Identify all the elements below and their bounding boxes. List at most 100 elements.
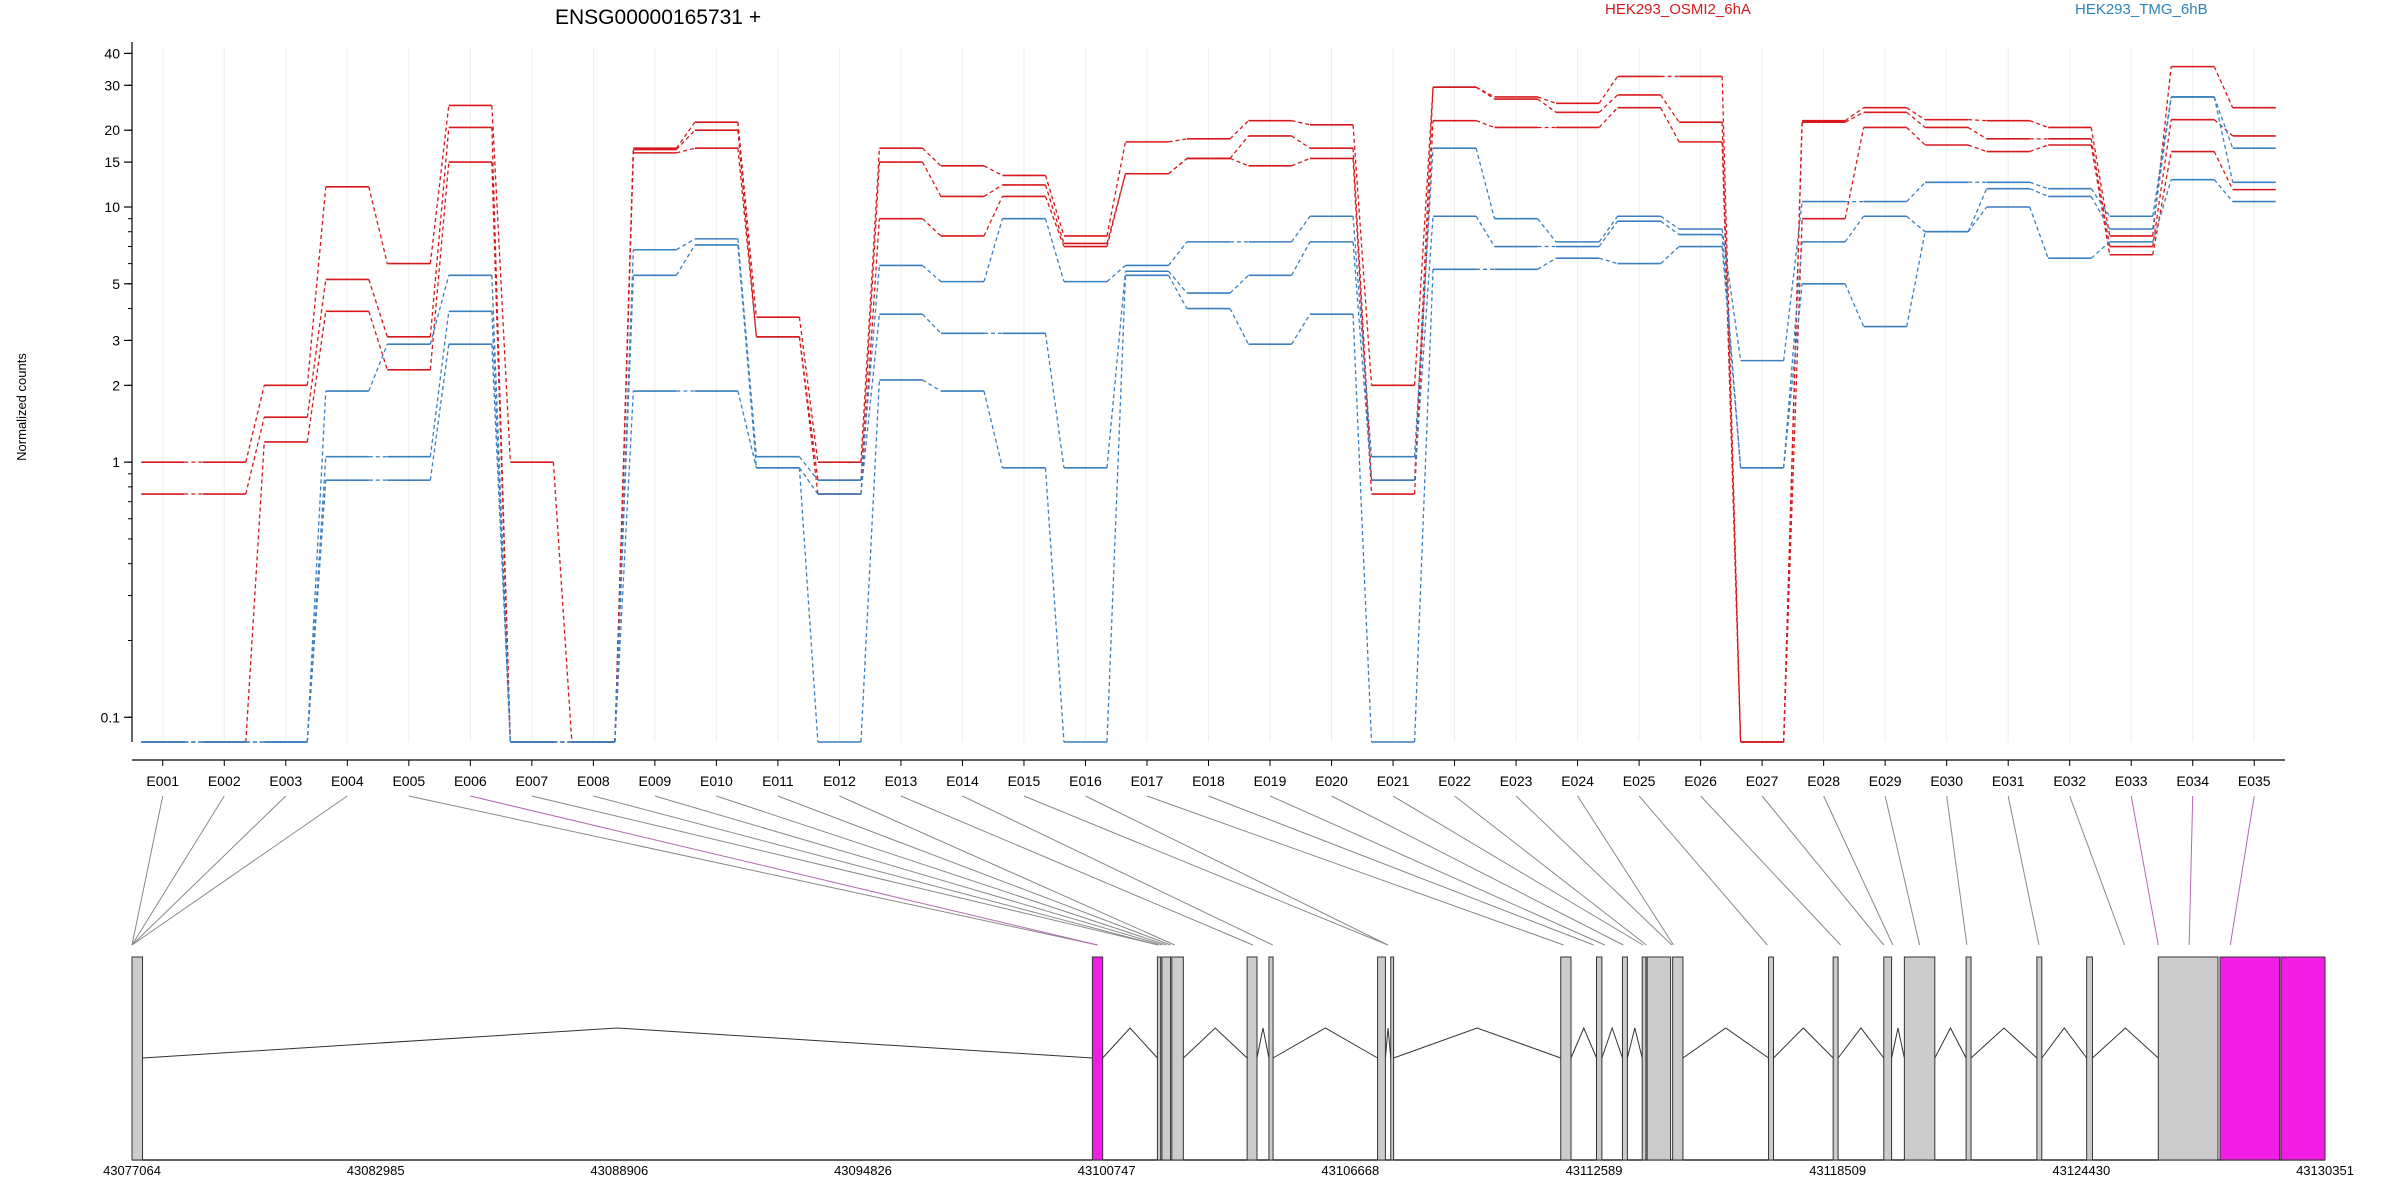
connector-E011 — [798, 456, 819, 481]
exon-box — [1621, 956, 1628, 1161]
connector-E013 — [922, 218, 942, 237]
exon-link-E012 — [839, 795, 1175, 946]
exon-link-E027 — [1761, 795, 1885, 946]
connector-E023 — [1537, 96, 1557, 104]
connector-E031 — [2029, 181, 2049, 190]
genome-tick-label: 43094826 — [834, 1163, 892, 1178]
connector-E029 — [1906, 127, 1926, 146]
connector-E015 — [1044, 333, 1065, 468]
exon-box — [1883, 956, 1893, 1161]
connector-E014 — [983, 165, 1003, 176]
intron — [1272, 1027, 1378, 1059]
connector-E028 — [1844, 111, 1864, 123]
connector-E025 — [1660, 215, 1680, 230]
connector-E028 — [1844, 283, 1865, 327]
connector-E005 — [429, 105, 450, 264]
connector-E025 — [1660, 94, 1680, 123]
connector-E004 — [368, 311, 388, 371]
exon-box — [2036, 956, 2043, 1161]
connector-E031 — [2029, 188, 2049, 198]
intron — [142, 1027, 1093, 1059]
connector-E029 — [1906, 111, 1926, 128]
connector-E032 — [2090, 144, 2111, 255]
connector-E026 — [1721, 228, 1742, 361]
x-tick-label-E024: E024 — [1561, 773, 1594, 789]
connector-E027 — [1783, 122, 1803, 743]
connector-E026 — [1721, 141, 1742, 743]
connector-E015 — [1044, 184, 1065, 244]
connector-E022 — [1475, 120, 1495, 129]
connector-E005 — [429, 311, 450, 457]
connector-E023 — [1537, 98, 1557, 113]
exon-box — [1903, 956, 1936, 1161]
x-tick-label-E007: E007 — [515, 773, 548, 789]
x-tick-label-E027: E027 — [1746, 773, 1779, 789]
connector-E010 — [737, 390, 758, 468]
connector-E002 — [245, 441, 265, 743]
intron — [1256, 1027, 1270, 1059]
exon-link-E024 — [1577, 795, 1674, 946]
connector-E018 — [1229, 157, 1249, 167]
connector-E012 — [860, 379, 881, 743]
exon-link-E034 — [2188, 795, 2194, 946]
exon-box — [1560, 956, 1572, 1161]
connector-E026 — [1721, 76, 1742, 743]
connector-E027 — [1783, 241, 1803, 468]
connector-E006 — [491, 162, 511, 743]
genome-tick-label: 43077064 — [103, 1163, 161, 1178]
exon-link-E022 — [1454, 795, 1647, 946]
connector-E032 — [2090, 196, 2111, 230]
x-tick-label-E025: E025 — [1623, 773, 1656, 789]
intron — [1934, 1026, 1967, 1059]
x-tick-label-E001: E001 — [146, 773, 179, 789]
genome-tick-label: 43112589 — [1566, 1163, 1623, 1178]
connector-E033 — [2152, 96, 2172, 230]
exon-box — [2280, 956, 2326, 1161]
connector-E022 — [1475, 215, 1496, 247]
exon-link-E032 — [2069, 795, 2126, 946]
exon-link-E014 — [962, 795, 1273, 946]
connector-E002 — [245, 385, 265, 463]
x-tick-label-E026: E026 — [1684, 773, 1717, 789]
x-tick-label-E018: E018 — [1192, 773, 1225, 789]
y-tick-label: 20 — [104, 122, 120, 138]
exon-link-E008 — [593, 795, 1159, 946]
intron — [1773, 1027, 1834, 1059]
exon-box — [2219, 956, 2281, 1161]
exon-box — [1965, 956, 1972, 1161]
connector-E029 — [1906, 231, 1926, 327]
intron — [2041, 1027, 2088, 1059]
axes: 0.1 1 2 3 5 10 15 20 30 40 E001 E002 E003 E004 E005 E00… — [101, 42, 2285, 789]
intron — [2092, 1027, 2159, 1059]
exon-link-E011 — [777, 795, 1171, 946]
genome-tick-label: 43118509 — [1809, 1163, 1866, 1178]
connector-E020 — [1352, 158, 1373, 495]
exon-link-E017 — [1146, 795, 1564, 946]
connector-E010 — [737, 130, 758, 337]
intron — [1601, 1026, 1623, 1059]
connector-E030 — [1967, 144, 1987, 153]
connector-E010 — [737, 148, 758, 337]
connector-E014 — [983, 390, 1004, 468]
connector-E012 — [860, 265, 881, 481]
exon-link-E033 — [2130, 795, 2159, 946]
connector-E032 — [2090, 127, 2111, 237]
connector-E030 — [1967, 188, 1988, 232]
connector-E033 — [2152, 66, 2172, 237]
y-tick-label: 5 — [112, 276, 120, 292]
x-tick-label-E034: E034 — [2176, 773, 2209, 789]
intron — [1837, 1027, 1885, 1059]
connector-E027 — [1783, 218, 1803, 743]
connector-E002 — [245, 417, 265, 495]
connector-E018 — [1229, 308, 1250, 345]
connector-E011 — [798, 336, 819, 495]
connector-E021 — [1413, 120, 1434, 495]
exon-box — [1596, 956, 1603, 1161]
connector-E033 — [2152, 119, 2172, 247]
connector-E008 — [614, 275, 634, 743]
connector-E022 — [1475, 86, 1495, 100]
connector-E034 — [2213, 66, 2234, 108]
connector-E021 — [1413, 216, 1434, 481]
x-tick-label-E032: E032 — [2053, 773, 2086, 789]
genome-tick-label: 43124430 — [2052, 1163, 2110, 1178]
